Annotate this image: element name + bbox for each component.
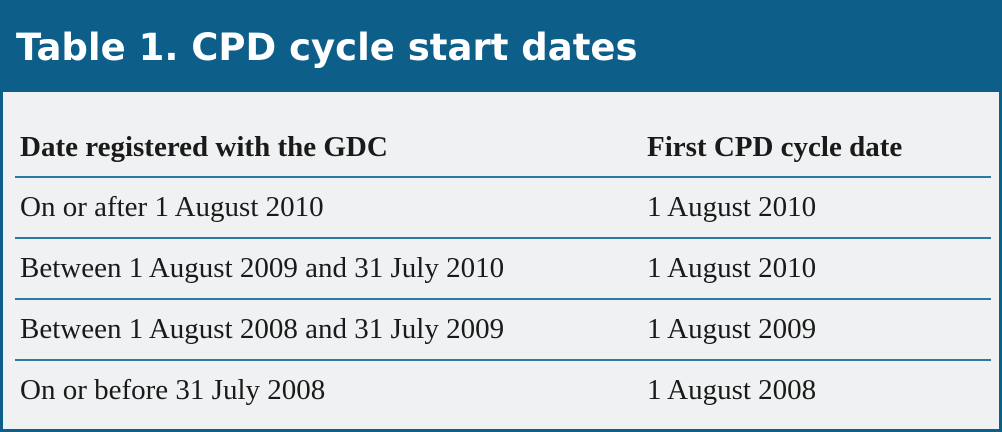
table: Date registered with the GDC First CPD cy… [15, 119, 991, 420]
column-header: First CPD cycle date [647, 131, 903, 163]
table-row: Between 1 August 2008 and 31 July 2009 1 … [15, 300, 991, 361]
table-cell: On or before 31 July 2008 [20, 374, 326, 406]
table-row: On or after 1 August 2010 1 August 2010 [15, 178, 991, 239]
table-row: Between 1 August 2009 and 31 July 2010 1 … [15, 239, 991, 300]
column-header: Date registered with the GDC [20, 131, 388, 163]
table-cell: 1 August 2009 [647, 313, 817, 345]
table-cell: 1 August 2010 [647, 252, 817, 284]
table-cell: On or after 1 August 2010 [20, 191, 324, 223]
table-cell: 1 August 2008 [647, 374, 817, 406]
table-title: Table 1. CPD cycle start dates [3, 3, 999, 92]
table-cell: Between 1 August 2008 and 31 July 2009 [20, 313, 505, 345]
header-row: Date registered with the GDC First CPD cy… [15, 119, 991, 178]
table-cell: 1 August 2010 [647, 191, 817, 223]
table-row: On or before 31 July 2008 1 August 2008 [15, 361, 991, 420]
table-cell: Between 1 August 2009 and 31 July 2010 [20, 252, 505, 284]
